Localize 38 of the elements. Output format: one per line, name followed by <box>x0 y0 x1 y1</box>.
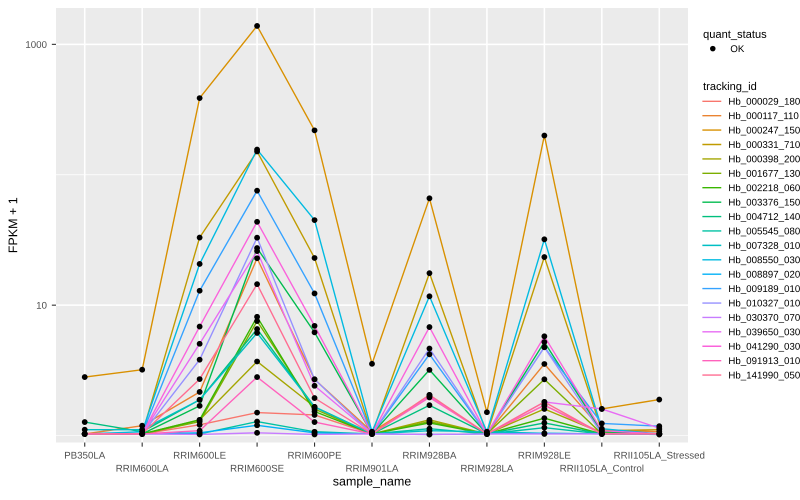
legend-label: Hb_000247_150 <box>729 126 800 136</box>
legend-label: Hb_009189_010 <box>729 284 800 294</box>
legend-label: Hb_002218_060 <box>729 184 800 194</box>
x-tick-label: RRIM928BA <box>403 452 456 459</box>
legend-label: Hb_000331_710 <box>729 140 800 150</box>
legend-label: Hb_039650_030 <box>729 328 800 338</box>
x-tick-label: RRIM600PE <box>288 452 342 459</box>
x-tick-label: RRIM600LE <box>174 452 226 459</box>
x-tick-label: RRIM600LA <box>116 464 169 472</box>
legend-label: Hb_091913_010 <box>729 357 800 366</box>
x-axis-title: sample_name <box>333 476 411 488</box>
legend-label: Hb_005545_080 <box>729 227 800 236</box>
x-tick-label: PB350LA <box>64 452 106 459</box>
x-tick-label: RRIM928LA <box>461 464 514 472</box>
text: OK <box>730 45 744 52</box>
text: quant_status <box>704 30 766 40</box>
legend-label: Hb_000117_110 <box>729 112 798 122</box>
x-tick-label: RRIM928LE <box>518 452 570 459</box>
x-tick-label: RRIM901LA <box>346 464 398 472</box>
y-axis-title: FPKM + 1 <box>8 198 18 252</box>
legend-label: Hb_041290_030 <box>729 342 800 352</box>
legend-label: Hb_000398_200 <box>729 155 800 164</box>
x-tick-label: RRII105LA_Stressed <box>614 452 704 461</box>
legend-label: Hb_010327_010 <box>729 299 800 308</box>
legend-label: Hb_008897_020 <box>729 270 800 280</box>
text: tracking_id <box>703 82 756 92</box>
y-tick-label: 1000 <box>26 41 47 48</box>
legend-label: Hb_007328_010 <box>729 242 800 251</box>
legend-label: Hb_000029_180 <box>729 98 800 107</box>
x-tick-label: RRII105LA_Control <box>560 464 644 474</box>
y-tick-label: 10 <box>36 302 47 309</box>
legend-label: Hb_004712_140 <box>729 212 800 222</box>
legend-label: Hb_030370_070 <box>729 314 800 323</box>
legend-label: Hb_008550_030 <box>729 256 800 266</box>
legend-label: Hb_001677_130 <box>729 170 800 179</box>
legend-label: Hb_003376_150 <box>729 198 800 208</box>
x-tick-label: RRIM600SE <box>230 464 284 472</box>
legend-label: Hb_141990_050 <box>729 371 800 380</box>
